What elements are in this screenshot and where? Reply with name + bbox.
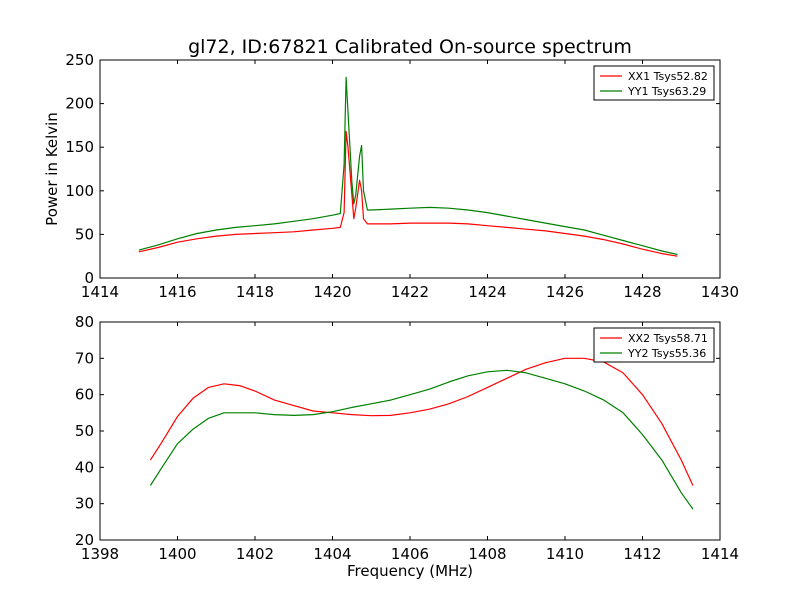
bottom-y-tick-label: 70	[75, 349, 94, 367]
top-y-tick-label: 50	[75, 225, 94, 243]
bottom-x-tick-label: 1406	[391, 545, 429, 563]
top-series-line-yy	[138, 76, 678, 256]
bottom-y-tick-label: 50	[75, 422, 94, 440]
bottom-y-tick-label: 80	[75, 313, 94, 331]
top-x-tick-label: 1426	[546, 283, 584, 301]
bottom-legend-entry: YY2 Tsys55.36	[627, 347, 706, 360]
bottom-x-tick-label: 1398	[81, 545, 119, 563]
top-x-tick-label: 1418	[236, 283, 274, 301]
bottom-x-tick-label: 1400	[158, 545, 196, 563]
top-x-tick-label: 1424	[468, 283, 506, 301]
top-legend-entry: XX1 Tsys52.82	[628, 70, 708, 83]
bottom-y-tick-label: 20	[75, 531, 94, 549]
top-y-tick-label: 100	[65, 182, 94, 200]
bottom-legend-entry: XX2 Tsys58.71	[628, 332, 708, 345]
bottom-x-tick-label: 1408	[468, 545, 506, 563]
top-y-axis-label: Power in Kelvin	[43, 112, 61, 226]
bottom-series-line-yy	[149, 369, 694, 510]
top-legend-entry: YY1 Tsys63.29	[627, 85, 706, 98]
top-spectrum-plot: 1414 1416 1418 1420 1422 1424 1426 1428 1430 0 50 1…	[43, 51, 739, 301]
bottom-y-tick-label: 30	[75, 495, 94, 513]
top-y-tick-label: 250	[65, 51, 94, 69]
top-y-tick-label: 200	[65, 95, 94, 113]
bottom-x-tick-label: 1404	[313, 545, 351, 563]
bottom-x-tick-label: 1414	[701, 545, 739, 563]
bottom-x-axis-label: Frequency (MHz)	[347, 562, 473, 580]
figure-title: gl72, ID:67821 Calibrated On-source spec…	[188, 36, 632, 58]
bottom-spectrum-plot: 1398 1400 1402 1404 1406 1408 1410 1412 1414 20 30…	[75, 313, 739, 580]
top-y-tick-label: 0	[84, 269, 94, 287]
bottom-y-tick-label: 60	[75, 386, 94, 404]
bottom-x-tick-label: 1402	[236, 545, 274, 563]
top-series-line-xx	[138, 130, 678, 257]
bottom-x-tick-label: 1410	[546, 545, 584, 563]
top-x-tick-label: 1416	[158, 283, 196, 301]
top-x-tick-label: 1430	[701, 283, 739, 301]
bottom-y-tick-label: 40	[75, 458, 94, 476]
top-legend	[593, 65, 715, 101]
bottom-legend	[593, 327, 715, 363]
bottom-x-tick-label: 1412	[623, 545, 661, 563]
top-y-tick-label: 150	[65, 138, 94, 156]
top-x-tick-label: 1422	[391, 283, 429, 301]
top-x-tick-label: 1428	[623, 283, 661, 301]
top-x-tick-label: 1414	[81, 283, 119, 301]
top-x-tick-label: 1420	[313, 283, 351, 301]
